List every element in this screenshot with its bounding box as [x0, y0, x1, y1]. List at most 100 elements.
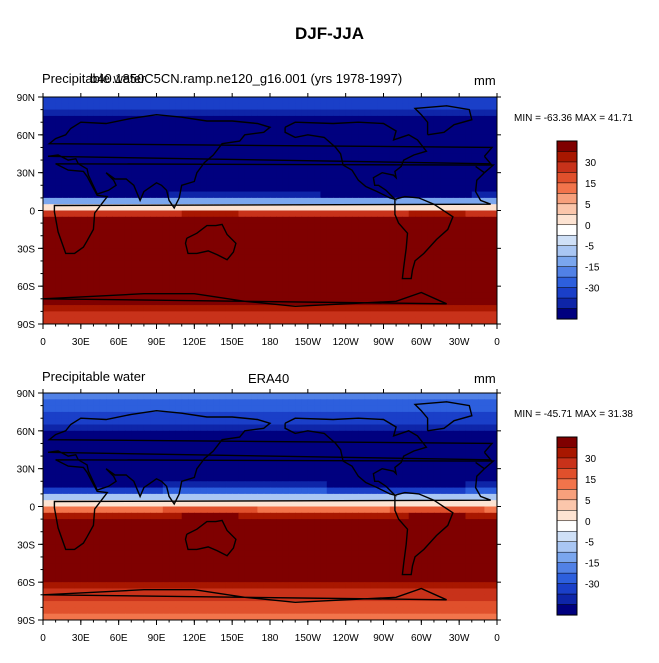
field-cell [251, 223, 258, 230]
field-cell [453, 110, 460, 117]
field-cell [276, 280, 283, 287]
page-title: DJF-JJA [0, 24, 659, 44]
field-cell [100, 274, 107, 281]
field-cell [100, 462, 107, 469]
field-cell [188, 286, 195, 293]
field-cell [478, 280, 485, 287]
field-cell [320, 192, 327, 199]
field-cell [119, 393, 126, 400]
field-cell [396, 544, 403, 551]
field-cell [396, 469, 403, 476]
field-cell [289, 255, 296, 262]
field-cell [289, 198, 296, 205]
field-cell [402, 185, 409, 192]
field-cell [320, 406, 327, 413]
field-cell [320, 141, 327, 148]
field-cell [396, 399, 403, 406]
field-cell [251, 97, 258, 104]
field-cell [327, 154, 334, 161]
field-cell [131, 525, 138, 532]
field-cell [49, 406, 56, 413]
field-cell [125, 274, 132, 281]
field-cell [75, 223, 82, 230]
field-cell [251, 456, 258, 463]
field-cell [428, 582, 435, 589]
field-cell [333, 173, 340, 180]
field-cell [402, 147, 409, 154]
field-cell [194, 507, 201, 514]
field-cell [138, 147, 145, 154]
field-cell [384, 393, 391, 400]
field-cell [434, 507, 441, 514]
field-cell [169, 525, 176, 532]
field-cell [384, 103, 391, 110]
field-cell [434, 116, 441, 123]
field-cell [428, 248, 435, 255]
field-cell [459, 179, 466, 186]
field-cell [220, 431, 227, 438]
field-cell [251, 576, 258, 583]
field-cell [226, 469, 233, 476]
field-cell [106, 462, 113, 469]
field-cell [320, 129, 327, 136]
field-cell [238, 538, 245, 545]
field-cell [87, 582, 94, 589]
field-cell [213, 462, 220, 469]
field-cell [232, 173, 239, 180]
field-cell [339, 532, 346, 539]
field-cell [314, 393, 321, 400]
field-cell [308, 513, 315, 520]
field-cell [371, 311, 378, 318]
field-cell [270, 122, 277, 129]
field-cell [283, 179, 290, 186]
field-cell [251, 563, 258, 570]
field-cell [175, 469, 182, 476]
field-cell [131, 166, 138, 173]
field-cell [112, 551, 119, 558]
field-cell [440, 551, 447, 558]
field-cell [478, 267, 485, 274]
field-cell [220, 507, 227, 514]
field-cell [157, 576, 164, 583]
field-cell [87, 538, 94, 545]
field-cell [207, 311, 214, 318]
field-cell [459, 147, 466, 154]
field-cell [346, 557, 353, 564]
field-cell [365, 248, 372, 255]
field-cell [125, 406, 132, 413]
field-cell [207, 97, 214, 104]
field-cell [333, 475, 340, 482]
field-cell [478, 204, 485, 211]
field-cell [478, 507, 485, 514]
field-cell [339, 141, 346, 148]
field-cell [264, 311, 271, 318]
field-cell [434, 557, 441, 564]
field-cell [295, 129, 302, 136]
field-cell [302, 481, 309, 488]
field-cell [295, 406, 302, 413]
field-cell [245, 519, 252, 526]
field-cell [453, 261, 460, 268]
field-cell [75, 255, 82, 262]
field-cell [119, 582, 126, 589]
field-cell [163, 211, 170, 218]
field-cell [434, 513, 441, 520]
field-cell [428, 154, 435, 161]
field-cell [75, 198, 82, 205]
field-cell [93, 551, 100, 558]
field-cell [150, 103, 157, 110]
field-cell [169, 274, 176, 281]
field-cell [346, 582, 353, 589]
field-cell [207, 462, 214, 469]
field-cell [81, 551, 88, 558]
field-cell [289, 267, 296, 274]
field-cell [421, 500, 428, 507]
field-cell [220, 129, 227, 136]
field-cell [276, 198, 283, 205]
field-cell [194, 255, 201, 262]
field-cell [87, 494, 94, 501]
colorbar-swatch [557, 214, 577, 225]
field-cell [434, 393, 441, 400]
field-cell [245, 399, 252, 406]
field-cell [396, 236, 403, 243]
